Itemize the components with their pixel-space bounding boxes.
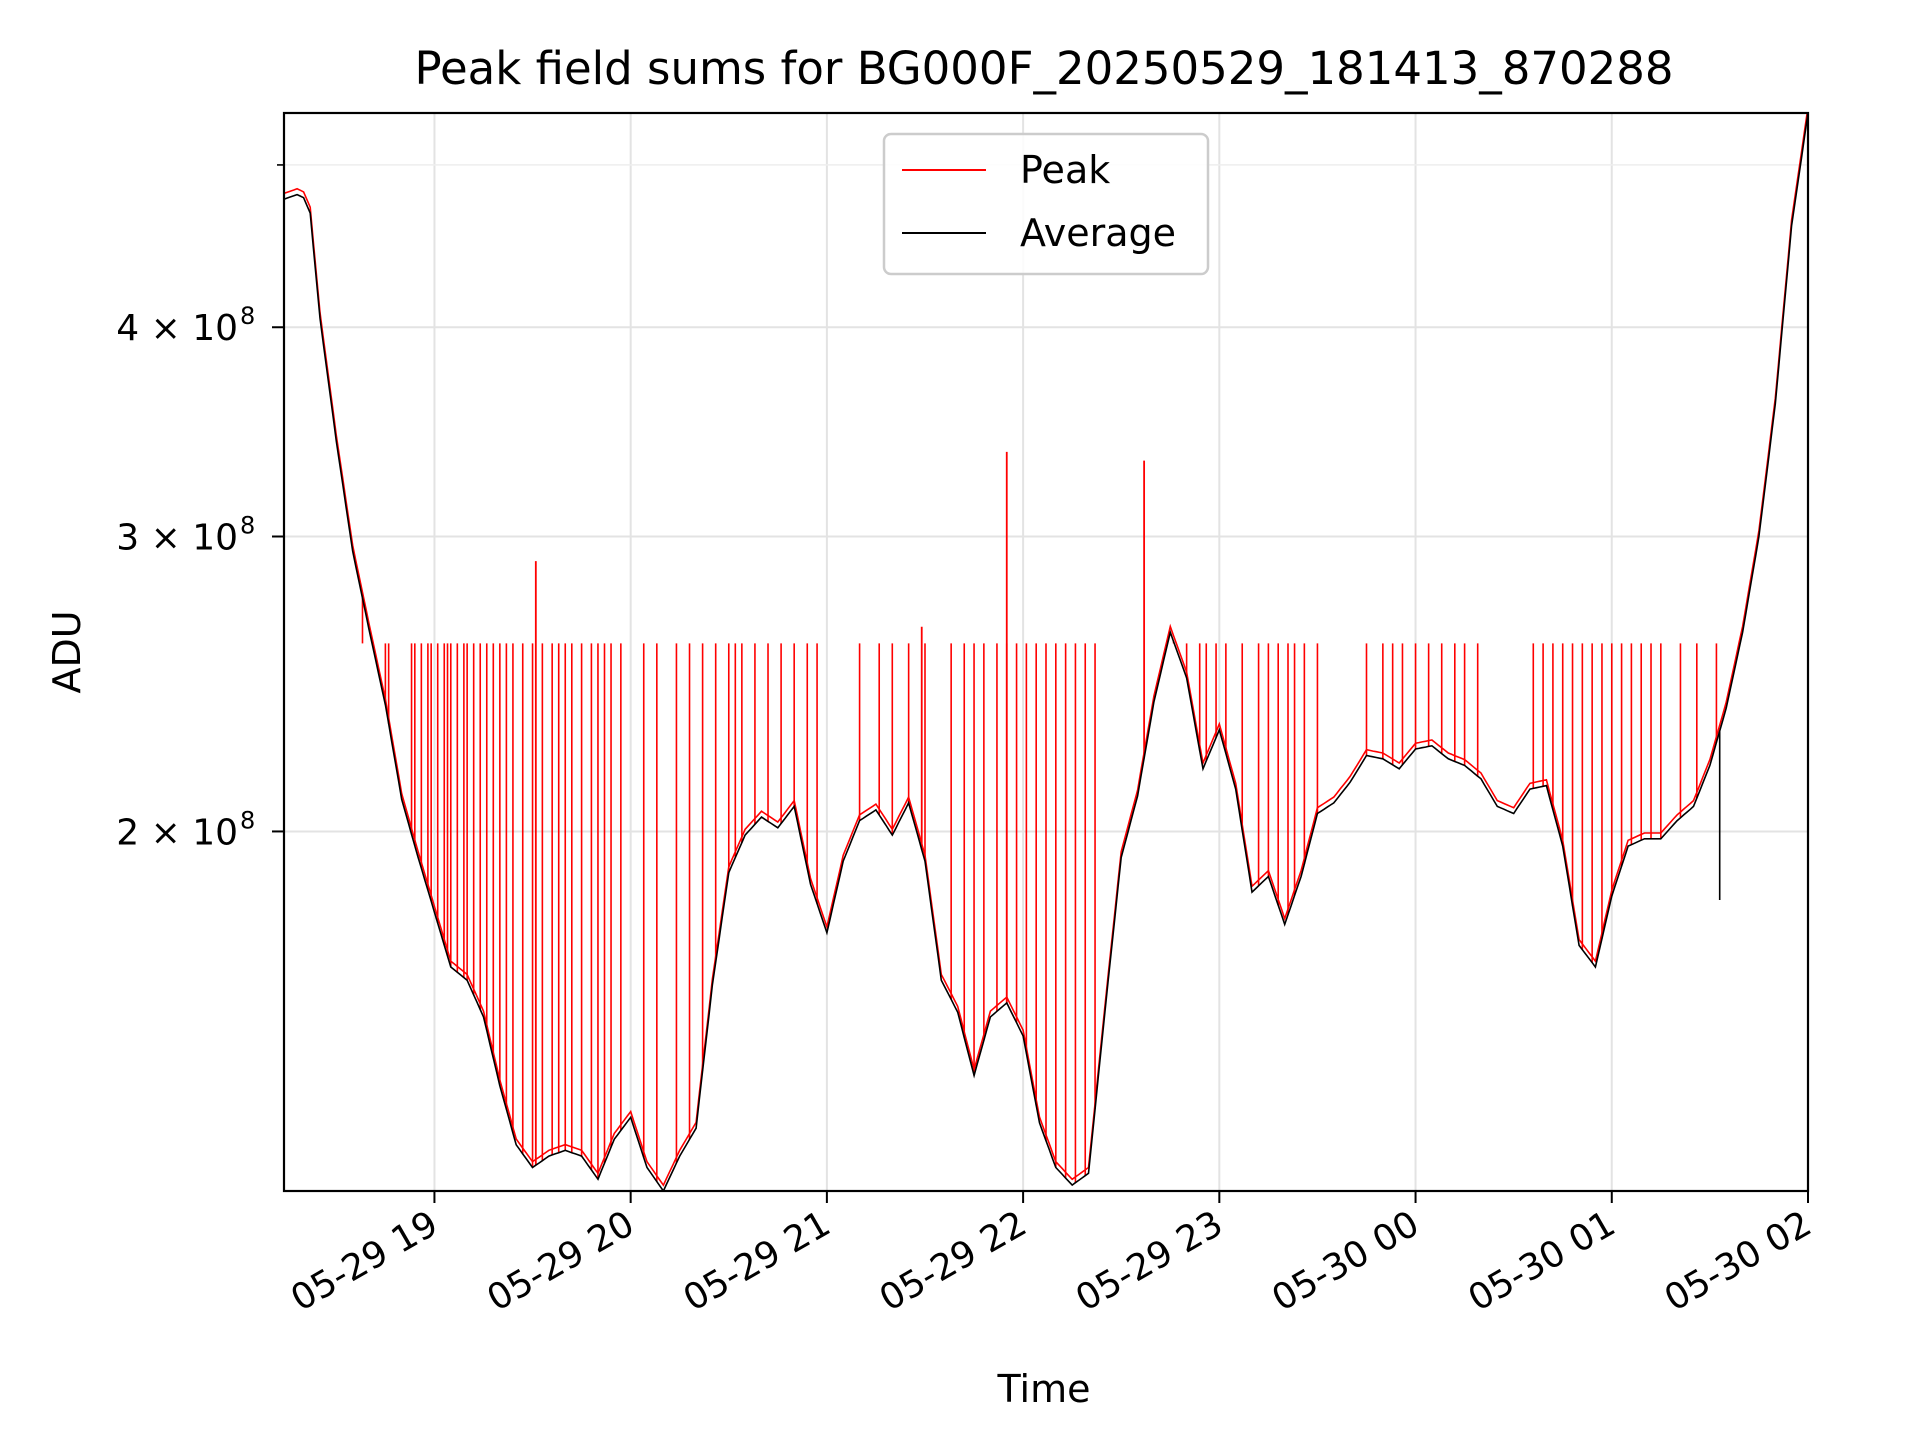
series-line-average [284, 113, 1808, 1191]
y-tick-label: 2 × 10 [116, 812, 238, 853]
y-axis-ticks: 2 × 10 83 × 10 84 × 10 8 [116, 164, 284, 853]
y-gridlines [284, 164, 1808, 833]
y-tick-exponent: 8 [240, 806, 255, 834]
peak-spikes-group [361, 451, 1718, 1183]
y-tick-label: 3 × 10 [116, 518, 238, 559]
y-tick-label: 4 × 10 [116, 308, 238, 349]
plot-frame [282, 111, 1810, 1193]
y-tick-exponent: 8 [240, 302, 255, 330]
x-axis-label: Time [997, 1367, 1091, 1411]
legend-label-average: Average [1020, 211, 1176, 255]
plot-series-group [284, 113, 1808, 1191]
legend: Peak Average [882, 132, 1210, 276]
legend-label-peak: Peak [1020, 148, 1110, 192]
chart-title: Peak field sums for BG000F_20250529_1814… [414, 42, 1673, 95]
y-axis-label: ADU [45, 610, 89, 693]
y-tick-exponent: 8 [240, 512, 255, 540]
